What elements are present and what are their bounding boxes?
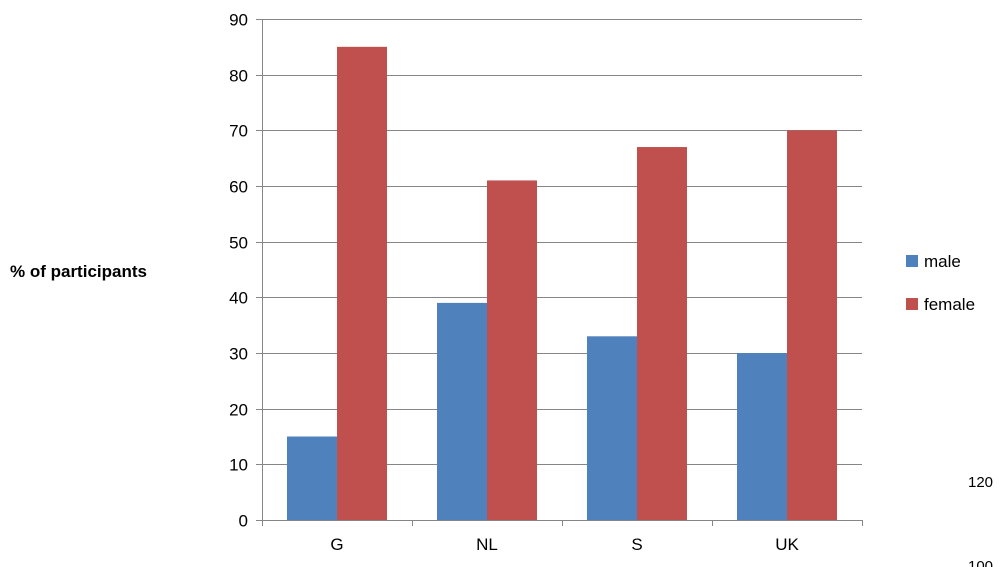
bar-female-S bbox=[637, 147, 687, 521]
y-tick-label-30: 30 bbox=[229, 345, 248, 364]
bar-male-NL bbox=[437, 302, 487, 520]
axes bbox=[256, 19, 863, 526]
legend-label-male: male bbox=[924, 252, 961, 271]
x-tick-label-G: G bbox=[330, 535, 343, 554]
bar-male-UK bbox=[737, 353, 787, 520]
bar-female-G bbox=[337, 46, 387, 520]
y-tick-label-70: 70 bbox=[229, 122, 248, 141]
y-tick-label-0: 0 bbox=[239, 512, 248, 531]
bars bbox=[287, 46, 837, 521]
x-tick-label-S: S bbox=[631, 535, 642, 554]
bar-male-S bbox=[587, 336, 637, 520]
y-tick-label-20: 20 bbox=[229, 401, 248, 420]
legend-label-female: female bbox=[924, 295, 975, 314]
x-tick-label-NL: NL bbox=[476, 535, 498, 554]
x-tick-label-UK: UK bbox=[775, 535, 799, 554]
bar-female-NL bbox=[487, 180, 537, 520]
y-tick-label-10: 10 bbox=[229, 456, 248, 475]
y-tick-label-40: 40 bbox=[229, 289, 248, 308]
y-tick-label-60: 60 bbox=[229, 178, 248, 197]
y-tick-label-80: 80 bbox=[229, 67, 248, 86]
legend: male female bbox=[906, 252, 975, 314]
legend-swatch-female bbox=[906, 298, 918, 310]
stray-label-120: 120 bbox=[968, 474, 993, 491]
tick-labels: 0 10 20 30 40 50 60 70 80 90 G NL S UK bbox=[229, 11, 799, 555]
bar-female-UK bbox=[787, 130, 837, 521]
y-axis-label: % of participants bbox=[10, 262, 147, 281]
stray-label-100: 100 bbox=[968, 558, 993, 567]
y-tick-label-50: 50 bbox=[229, 234, 248, 253]
y-tick-label-90: 90 bbox=[229, 11, 248, 30]
bar-male-G bbox=[287, 436, 337, 520]
legend-swatch-male bbox=[906, 255, 918, 267]
